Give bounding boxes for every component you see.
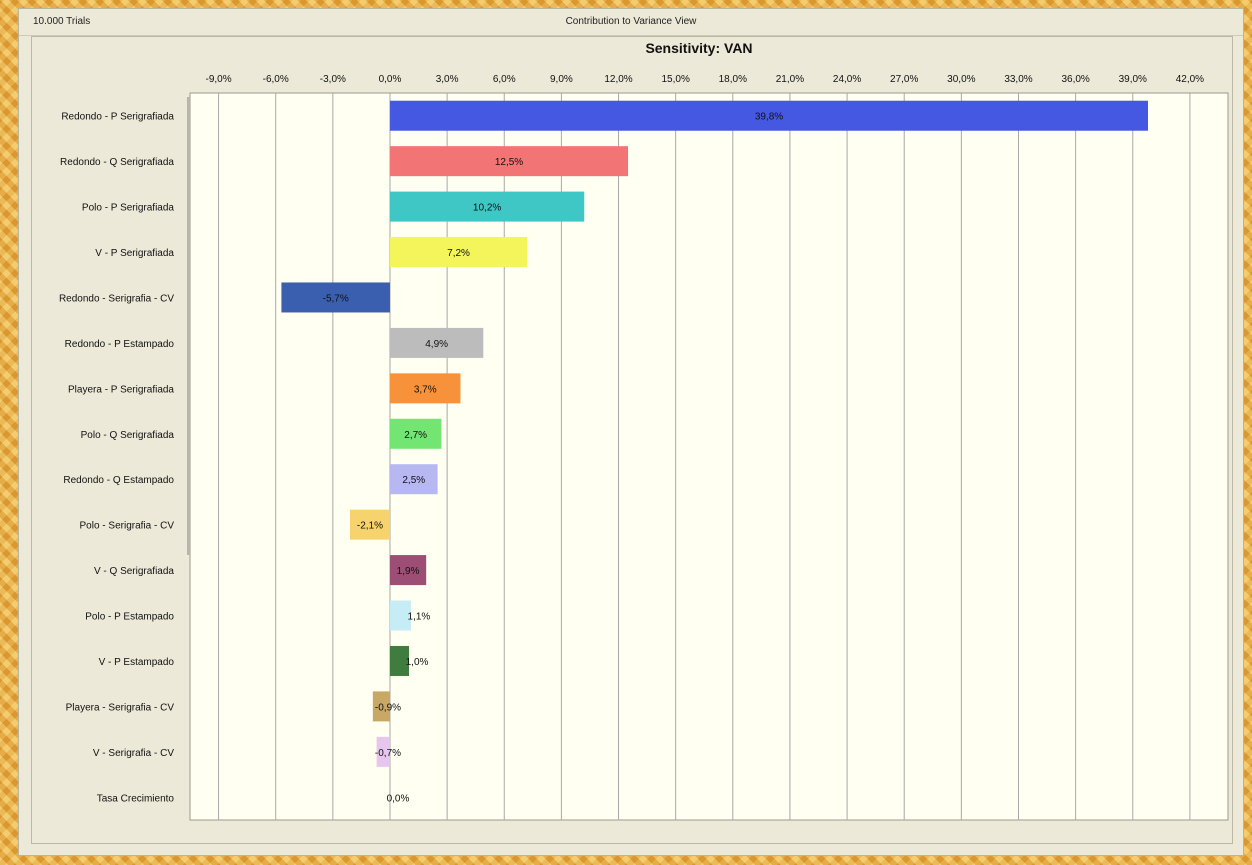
category-label: Polo - Q Serigrafiada — [81, 430, 175, 441]
data-label: 3,7% — [414, 384, 437, 395]
x-tick-label: 12,0% — [604, 74, 632, 85]
data-label: 1,9% — [397, 566, 420, 577]
bar — [389, 327, 484, 358]
sensitivity-chart: Sensitivity: VAN -9,0% -6,0% -3,0% 0,0% 3,0% 6… — [59, 40, 1229, 821]
data-label: -5,7% — [323, 293, 349, 304]
x-tick-label: 3,0% — [436, 74, 459, 85]
data-label: 1,0% — [406, 657, 429, 668]
category-label: Polo - P Estampado — [85, 612, 174, 623]
data-label: 4,9% — [425, 339, 448, 350]
data-label: 0,0% — [387, 793, 410, 804]
category-label: Redondo - Serigrafia - CV — [59, 293, 174, 304]
category-label: Playera - Serigrafia - CV — [66, 702, 175, 713]
x-tick-label: 18,0% — [719, 74, 747, 85]
data-label: -0,9% — [375, 702, 401, 713]
chart-panel: Sensitivity: VAN -9,0% -6,0% -3,0% 0,0% 3,0% 6… — [31, 36, 1233, 844]
data-label: 2,5% — [402, 475, 425, 486]
bar — [389, 191, 585, 222]
category-label: V - P Serigrafiada — [95, 248, 174, 259]
category-label: Redondo - P Serigrafiada — [61, 112, 174, 123]
x-tick-label: 24,0% — [833, 74, 861, 85]
x-tick-label: 30,0% — [947, 74, 975, 85]
x-tick-label: 21,0% — [776, 74, 804, 85]
x-tick-label: 36,0% — [1061, 74, 1089, 85]
category-label: Polo - Serigrafia - CV — [80, 521, 175, 532]
data-label: 39,8% — [755, 112, 783, 123]
category-label: Polo - P Serigrafiada — [82, 203, 175, 214]
bar — [389, 464, 438, 495]
x-tick-label: 39,0% — [1119, 74, 1147, 85]
category-label: V - Q Serigrafiada — [94, 566, 174, 577]
bar — [389, 600, 411, 631]
data-label: 2,7% — [404, 430, 427, 441]
data-label: 1,1% — [408, 612, 431, 623]
bar — [389, 418, 442, 449]
bar — [349, 509, 390, 540]
bar — [389, 100, 1149, 131]
bar — [389, 645, 410, 676]
data-label: -2,1% — [357, 521, 383, 532]
x-tick-label: 33,0% — [1004, 74, 1032, 85]
plot-area — [189, 92, 1229, 821]
x-tick-label: 27,0% — [890, 74, 918, 85]
category-label: Redondo - Q Estampado — [63, 475, 174, 486]
x-tick-label: 9,0% — [550, 74, 573, 85]
bar — [376, 736, 390, 767]
window-header: 10.000 Trials Contribution to Variance V… — [19, 9, 1243, 36]
data-label: -0,7% — [375, 748, 401, 759]
chart-title: Sensitivity: VAN — [645, 40, 752, 56]
category-label: Redondo - P Estampado — [65, 339, 175, 350]
category-label: Tasa Crecimiento — [97, 793, 175, 804]
bar — [372, 691, 390, 722]
x-tick-label: 6,0% — [493, 74, 516, 85]
trials-count: 10.000 Trials — [33, 16, 91, 27]
data-label: 12,5% — [495, 157, 523, 168]
bar — [389, 146, 629, 177]
bar — [389, 555, 427, 586]
x-tick-label: -9,0% — [206, 74, 232, 85]
x-tick-label: -3,0% — [320, 74, 346, 85]
bar — [389, 237, 528, 268]
category-label: V - P Estampado — [99, 657, 175, 668]
x-tick-label: 15,0% — [661, 74, 689, 85]
scroll-indicator — [187, 97, 190, 555]
category-label: V - Serigrafia - CV — [93, 748, 174, 759]
data-label: 10,2% — [473, 203, 501, 214]
bar — [281, 282, 390, 313]
category-label: Redondo - Q Serigrafiada — [60, 157, 174, 168]
x-tick-label: 0,0% — [379, 74, 402, 85]
category-label: Playera - P Serigrafiada — [68, 384, 174, 395]
variance-window: 10.000 Trials Contribution to Variance V… — [18, 8, 1244, 856]
bar — [389, 373, 461, 404]
view-title: Contribution to Variance View — [565, 16, 697, 27]
x-tick-label: -6,0% — [263, 74, 289, 85]
x-tick-label: 42,0% — [1176, 74, 1204, 85]
data-label: 7,2% — [447, 248, 470, 259]
